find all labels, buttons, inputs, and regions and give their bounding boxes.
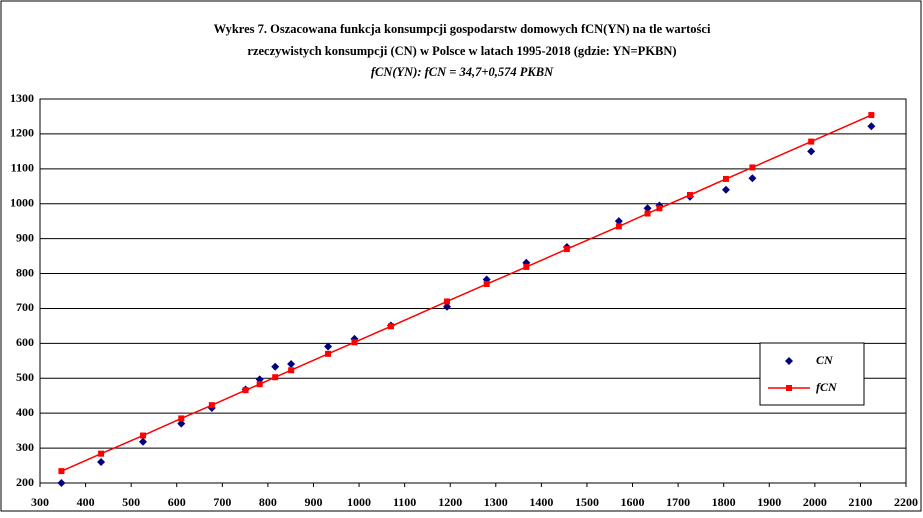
x-tick-label: 1400 bbox=[529, 495, 553, 509]
point bbox=[523, 263, 530, 270]
point bbox=[749, 164, 756, 171]
y-tick-label: 300 bbox=[16, 440, 34, 454]
legend-label: fCN bbox=[816, 380, 838, 394]
point bbox=[178, 415, 185, 422]
legend bbox=[759, 342, 865, 406]
x-tick-label: 300 bbox=[31, 495, 49, 509]
y-tick-label: 1200 bbox=[10, 126, 34, 140]
point bbox=[139, 437, 148, 446]
point bbox=[140, 432, 147, 439]
point bbox=[563, 246, 570, 253]
point bbox=[808, 138, 815, 145]
x-tick-label: 800 bbox=[259, 495, 277, 509]
x-tick-label: 1500 bbox=[575, 495, 599, 509]
point bbox=[287, 359, 296, 368]
point bbox=[98, 450, 105, 457]
point bbox=[324, 342, 333, 351]
x-tick-label: 1100 bbox=[393, 495, 416, 509]
point bbox=[656, 205, 663, 212]
legend-marker bbox=[785, 357, 793, 365]
x-tick-label: 600 bbox=[168, 495, 186, 509]
point bbox=[325, 350, 332, 357]
legend-marker bbox=[786, 385, 792, 391]
point bbox=[57, 479, 66, 487]
point bbox=[615, 223, 622, 230]
point bbox=[686, 192, 693, 198]
y-tick-label: 1000 bbox=[10, 195, 34, 209]
point bbox=[443, 302, 452, 311]
point bbox=[97, 458, 106, 467]
y-tick-label: 900 bbox=[16, 230, 34, 244]
point bbox=[242, 387, 249, 394]
y-tick-label: 600 bbox=[16, 335, 34, 349]
point bbox=[722, 175, 729, 182]
y-tick-label: 1300 bbox=[10, 91, 34, 105]
x-tick-label: 700 bbox=[213, 495, 231, 509]
x-tick-label: 900 bbox=[304, 495, 322, 509]
y-tick-label: 200 bbox=[16, 475, 34, 489]
x-tick-label: 1900 bbox=[757, 495, 781, 509]
x-tick-label: 2200 bbox=[894, 495, 918, 509]
y-tick-label: 800 bbox=[16, 265, 34, 279]
point bbox=[272, 374, 279, 381]
x-tick-label: 1800 bbox=[712, 495, 736, 509]
x-tick-label: 1000 bbox=[347, 495, 371, 509]
point bbox=[644, 210, 651, 217]
point bbox=[351, 339, 358, 346]
x-tick-label: 500 bbox=[122, 495, 140, 509]
point bbox=[807, 147, 816, 156]
y-tick-label: 400 bbox=[16, 405, 34, 419]
point bbox=[444, 298, 451, 305]
x-tick-label: 1700 bbox=[666, 495, 690, 509]
line bbox=[61, 114, 872, 472]
x-tick-label: 1200 bbox=[438, 495, 462, 509]
legend-label: CN bbox=[816, 353, 834, 367]
point bbox=[614, 217, 623, 226]
chart-title: fCN(YN): fCN = 34,7+0,574 PKBN bbox=[371, 65, 554, 79]
chart-title: rzeczywistych konsumpcji (CN) w Polsce w… bbox=[247, 44, 676, 58]
x-tick-label: 2000 bbox=[803, 495, 827, 509]
point bbox=[208, 402, 215, 409]
x-tick-label: 1600 bbox=[621, 495, 645, 509]
chart-title: Wykres 7. Oszacowana funkcja konsumpcji … bbox=[214, 22, 711, 36]
y-tick-label: 1100 bbox=[11, 161, 34, 175]
x-tick-label: 2100 bbox=[848, 495, 872, 509]
point bbox=[483, 281, 490, 288]
point bbox=[868, 112, 875, 119]
point bbox=[271, 362, 280, 371]
point bbox=[643, 204, 652, 213]
x-tick-label: 400 bbox=[77, 495, 95, 509]
point bbox=[387, 323, 394, 330]
y-tick-label: 500 bbox=[16, 370, 34, 384]
x-tick-label: 1300 bbox=[484, 495, 508, 509]
point bbox=[288, 367, 295, 374]
plot-area bbox=[39, 98, 907, 484]
point bbox=[58, 468, 65, 475]
point bbox=[177, 419, 186, 428]
point bbox=[748, 174, 757, 183]
point bbox=[867, 122, 876, 131]
y-tick-label: 700 bbox=[16, 300, 34, 314]
point bbox=[721, 185, 730, 194]
point bbox=[256, 381, 263, 388]
